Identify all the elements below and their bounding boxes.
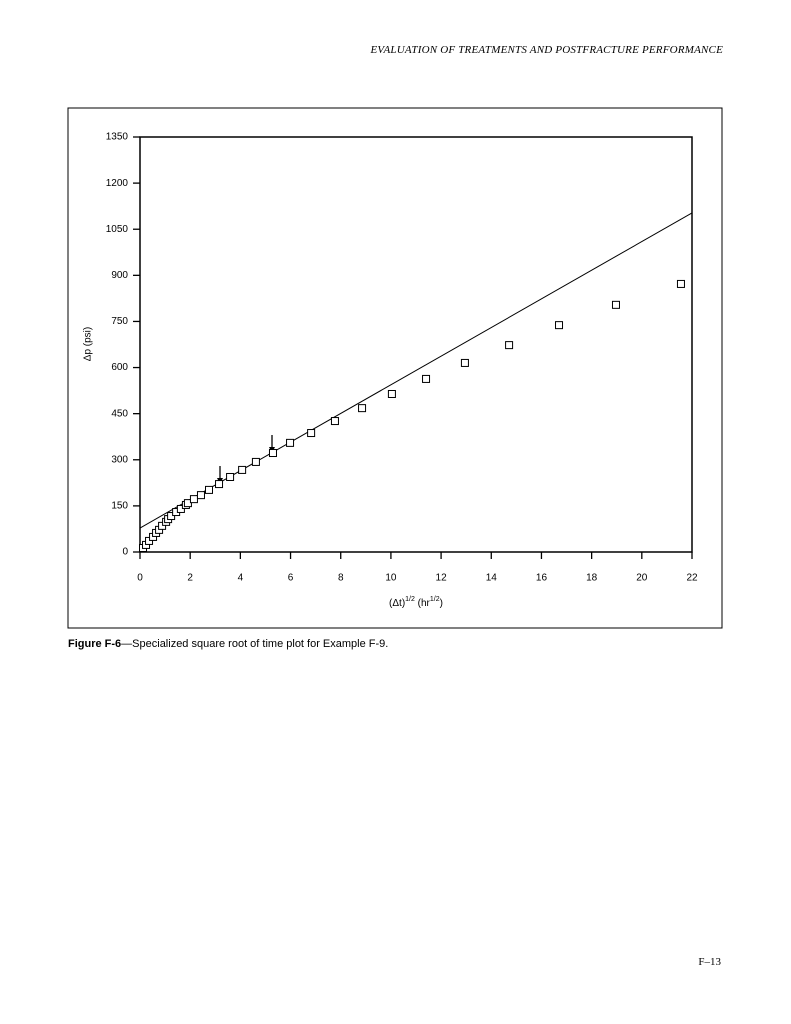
data-point (676, 279, 685, 288)
marker (205, 485, 213, 494)
data-point (330, 417, 339, 426)
marker (196, 491, 205, 500)
x-label-part: (hr (415, 598, 431, 609)
y-tick-label: 1350 (106, 132, 129, 143)
x-tick-label: 14 (486, 573, 498, 584)
x-tick-label: 0 (137, 573, 143, 584)
marker (422, 374, 431, 383)
data-point (205, 485, 213, 494)
y-tick-label: 300 (111, 454, 128, 465)
data-point (460, 358, 469, 367)
x-tick-label: 4 (238, 573, 244, 584)
data-point (358, 404, 367, 413)
marker (358, 404, 367, 413)
x-tick-label: 12 (436, 573, 448, 584)
marker (307, 429, 316, 438)
marker (268, 449, 277, 458)
data-point (196, 491, 205, 500)
caption-text: —Specialized square root of time plot fo… (121, 638, 389, 650)
x-tick-label: 20 (636, 573, 648, 584)
x-tick-label: 22 (686, 573, 698, 584)
data-point (238, 465, 247, 474)
data-point (387, 389, 396, 398)
x-label-part: (Δt) (389, 598, 405, 609)
y-tick-label: 600 (111, 362, 128, 373)
marker (238, 465, 247, 474)
y-tick-label: 900 (111, 270, 128, 281)
data-point (307, 429, 316, 438)
data-point (215, 480, 224, 489)
marker (555, 321, 564, 330)
x-tick-label: 10 (385, 573, 397, 584)
marker (215, 480, 224, 489)
x-tick-label: 16 (536, 573, 548, 584)
caption-label: Figure F-6 (68, 638, 122, 650)
x-tick-label: 2 (187, 573, 193, 584)
y-tick-label: 1050 (106, 224, 129, 235)
x-tick-label: 18 (586, 573, 598, 584)
running-header: EVALUATION OF TREATMENTS AND POSTFRACTUR… (370, 44, 723, 56)
x-tick-label: 8 (338, 573, 344, 584)
data-point (226, 472, 235, 481)
figure-caption: Figure F-6—Specialized square root of ti… (68, 638, 388, 650)
y-tick-label: 450 (111, 408, 128, 419)
data-point (286, 438, 295, 447)
marker (189, 495, 198, 504)
data-point (422, 374, 431, 383)
y-tick-label: 750 (111, 316, 128, 327)
data-point (251, 457, 260, 466)
marker (286, 438, 295, 447)
marker (226, 472, 235, 481)
marker (611, 300, 620, 309)
figure-frame (67, 107, 723, 629)
x-label-sup: 1/2 (405, 596, 415, 603)
page-number: F–13 (698, 956, 721, 968)
plot-frame (139, 136, 693, 553)
y-tick-label: 0 (122, 547, 128, 558)
x-tick-label: 6 (288, 573, 294, 584)
marker (505, 341, 514, 350)
closure-arrows (217, 435, 275, 484)
data-point (611, 300, 620, 309)
marker (387, 389, 396, 398)
y-axis-label: Δp (psi) (83, 327, 94, 361)
y-tick-label: 1200 (106, 178, 129, 189)
marker (330, 417, 339, 426)
marker (676, 279, 685, 288)
data-point (189, 495, 198, 504)
data-point (505, 341, 514, 350)
x-label-part: ) (440, 598, 443, 609)
marker (251, 457, 260, 466)
data-point (268, 449, 277, 458)
data-point (555, 321, 564, 330)
y-tick-label: 150 (111, 501, 128, 512)
marker (460, 358, 469, 367)
x-axis-label: (Δt)1/2 (hr1/2) (389, 596, 443, 609)
x-label-sup: 1/2 (430, 596, 440, 603)
